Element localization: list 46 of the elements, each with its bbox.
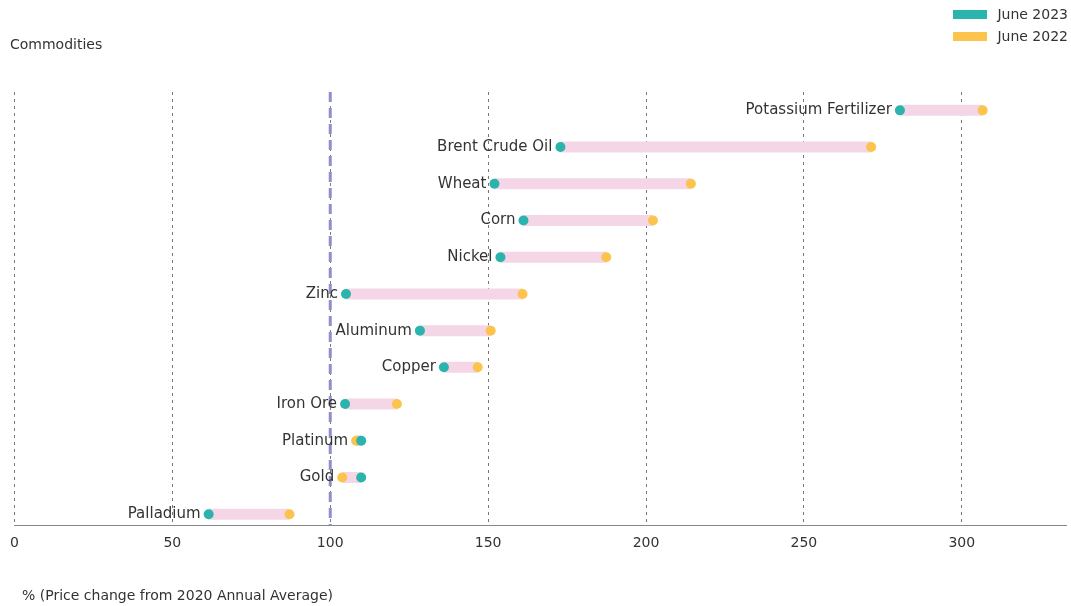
x-tick-label: 150	[474, 534, 502, 551]
y-tick-label: Copper	[381, 357, 437, 376]
y-tick-label: Zinc	[305, 283, 339, 302]
point	[517, 288, 528, 299]
point	[495, 252, 506, 263]
x-tick-label: 250	[790, 534, 818, 551]
x-axis-title: % (Price change from 2020 Annual Average)	[22, 587, 333, 603]
point	[685, 178, 696, 189]
point	[340, 399, 351, 410]
x-tick-label: 100	[316, 534, 344, 551]
point	[414, 325, 425, 336]
x-tick-label: 300	[948, 534, 976, 551]
y-tick-label: Potassium Fertilizer	[745, 100, 893, 119]
y-axis-title: Commodities	[10, 36, 103, 52]
y-tick-label: Brent Crude Oil	[437, 136, 553, 155]
point	[337, 472, 348, 483]
point	[203, 509, 214, 520]
point	[489, 178, 500, 189]
x-tick-label: 200	[632, 534, 660, 551]
point	[977, 105, 988, 116]
point	[341, 288, 352, 299]
y-tick-label: Iron Ore	[276, 393, 338, 412]
point	[472, 362, 483, 373]
y-tick-label: Gold	[299, 467, 335, 486]
point	[894, 105, 905, 116]
point	[356, 435, 367, 446]
y-tick-label: Palladium	[127, 504, 201, 523]
y-tick-label: Wheat	[437, 173, 487, 192]
point	[647, 215, 658, 226]
point	[284, 509, 295, 520]
point	[518, 215, 529, 226]
y-tick-label: Platinum	[282, 430, 349, 449]
point	[356, 472, 367, 483]
point	[866, 142, 877, 153]
point	[555, 142, 566, 153]
x-tick-label: 50	[163, 534, 182, 551]
point	[485, 325, 496, 336]
point	[391, 399, 402, 410]
legend-label: June 2022	[997, 28, 1068, 44]
legend-label: June 2023	[997, 6, 1068, 22]
y-tick-label: Nickel	[447, 247, 493, 266]
x-tick-label: 0	[9, 534, 19, 551]
point	[601, 252, 612, 263]
y-tick-label: Corn	[480, 210, 516, 229]
y-tick-label: Aluminum	[335, 320, 412, 339]
point	[438, 362, 449, 373]
